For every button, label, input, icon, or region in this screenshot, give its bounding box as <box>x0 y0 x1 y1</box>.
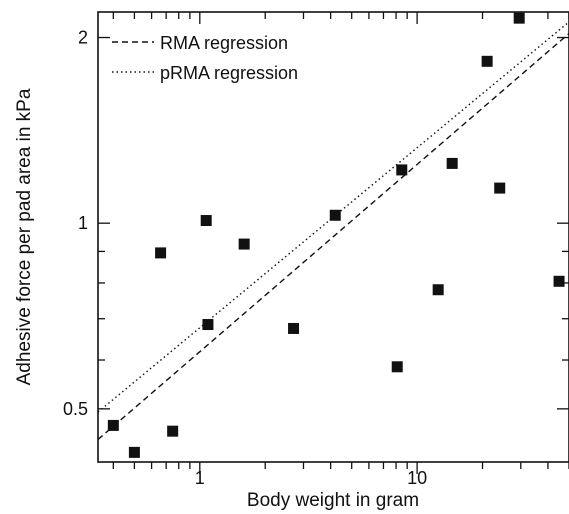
y-axis-label: Adhesive force per pad area in kPa <box>14 88 35 385</box>
data-point <box>396 164 408 176</box>
data-point <box>107 419 119 431</box>
data-point <box>128 446 140 458</box>
data-point <box>202 319 214 331</box>
data-point <box>288 322 300 334</box>
plot-frame <box>97 11 569 463</box>
x-axis-label: Body weight in gram <box>247 490 419 511</box>
data-point <box>553 275 565 287</box>
data-point <box>513 12 525 24</box>
data-point <box>446 157 458 169</box>
data-point <box>432 284 444 296</box>
x-tick-label: 10 <box>407 468 427 488</box>
data-point <box>391 361 403 373</box>
y-axis: 0.5 1 2 <box>63 28 569 419</box>
y-tick-label: 1 <box>78 213 88 233</box>
data-points <box>107 12 565 458</box>
data-point <box>238 238 250 250</box>
x-tick-label: 1 <box>195 468 205 488</box>
legend-prma-label: pRMA regression <box>160 63 298 83</box>
regression-line-prma <box>97 21 569 413</box>
data-point <box>329 209 341 221</box>
data-point <box>481 55 493 67</box>
data-point <box>494 182 506 194</box>
data-point <box>167 425 179 437</box>
data-point <box>155 247 167 259</box>
legend-rma-label: RMA regression <box>160 33 288 53</box>
legend: RMA regression pRMA regression <box>112 33 298 83</box>
y-tick-label: 2 <box>78 28 88 48</box>
regression-lines <box>97 21 569 440</box>
data-point <box>200 215 212 227</box>
regression-line-rma <box>97 33 569 440</box>
y-tick-label: 0.5 <box>63 399 88 419</box>
x-axis: 1 10 <box>112 12 569 488</box>
